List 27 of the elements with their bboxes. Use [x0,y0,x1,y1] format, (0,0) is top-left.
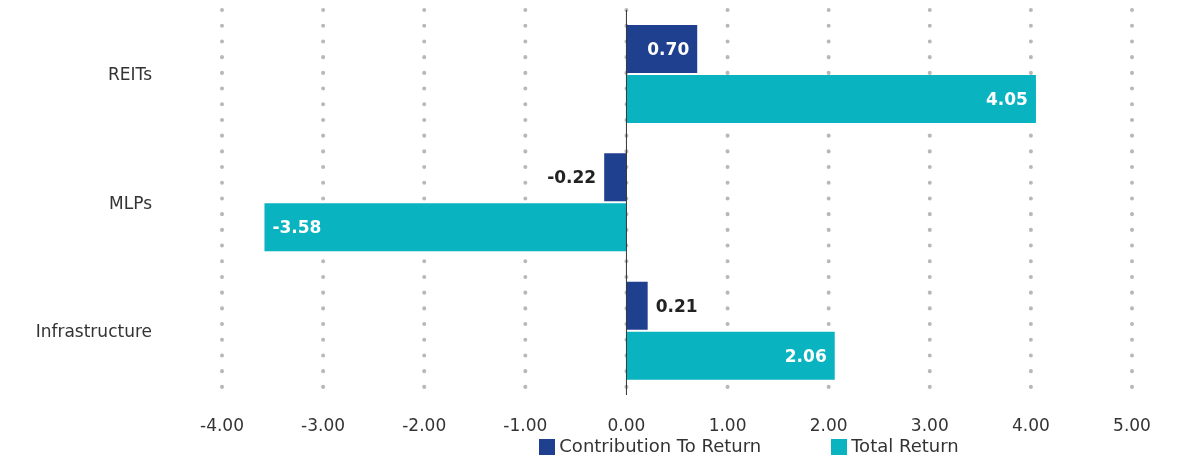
data-label: 0.21 [655,295,698,316]
x-tick-label: -2.00 [402,415,447,436]
bar [626,75,1036,123]
x-tick-label: 0.00 [607,415,646,436]
data-label: 0.70 [647,38,690,59]
data-label: 2.06 [784,345,827,366]
bar [264,203,627,252]
x-tick-label: 2.00 [809,415,848,436]
data-label: 4.05 [985,88,1028,109]
y-tick-label: Infrastructure [35,320,152,341]
x-tick-label: 3.00 [910,415,949,436]
data-label: -0.22 [547,167,597,188]
bar [626,281,648,330]
bar [604,153,627,202]
legend-label: Total Return [851,435,959,456]
bar [626,331,835,380]
x-tick-label: -4.00 [200,415,244,436]
y-tick-label: REITs [108,64,153,85]
bar [626,25,698,73]
legend-label: Contribution To Return [559,435,762,456]
y-tick-label: MLPs [109,192,153,213]
x-tick-label: -3.00 [301,415,346,436]
x-tick-label: 1.00 [708,415,747,436]
data-label: -3.58 [272,217,322,238]
x-tick-label: -1.00 [503,415,548,436]
x-tick-label: 4.00 [1011,415,1050,436]
x-tick-label: 5.00 [1113,415,1151,436]
